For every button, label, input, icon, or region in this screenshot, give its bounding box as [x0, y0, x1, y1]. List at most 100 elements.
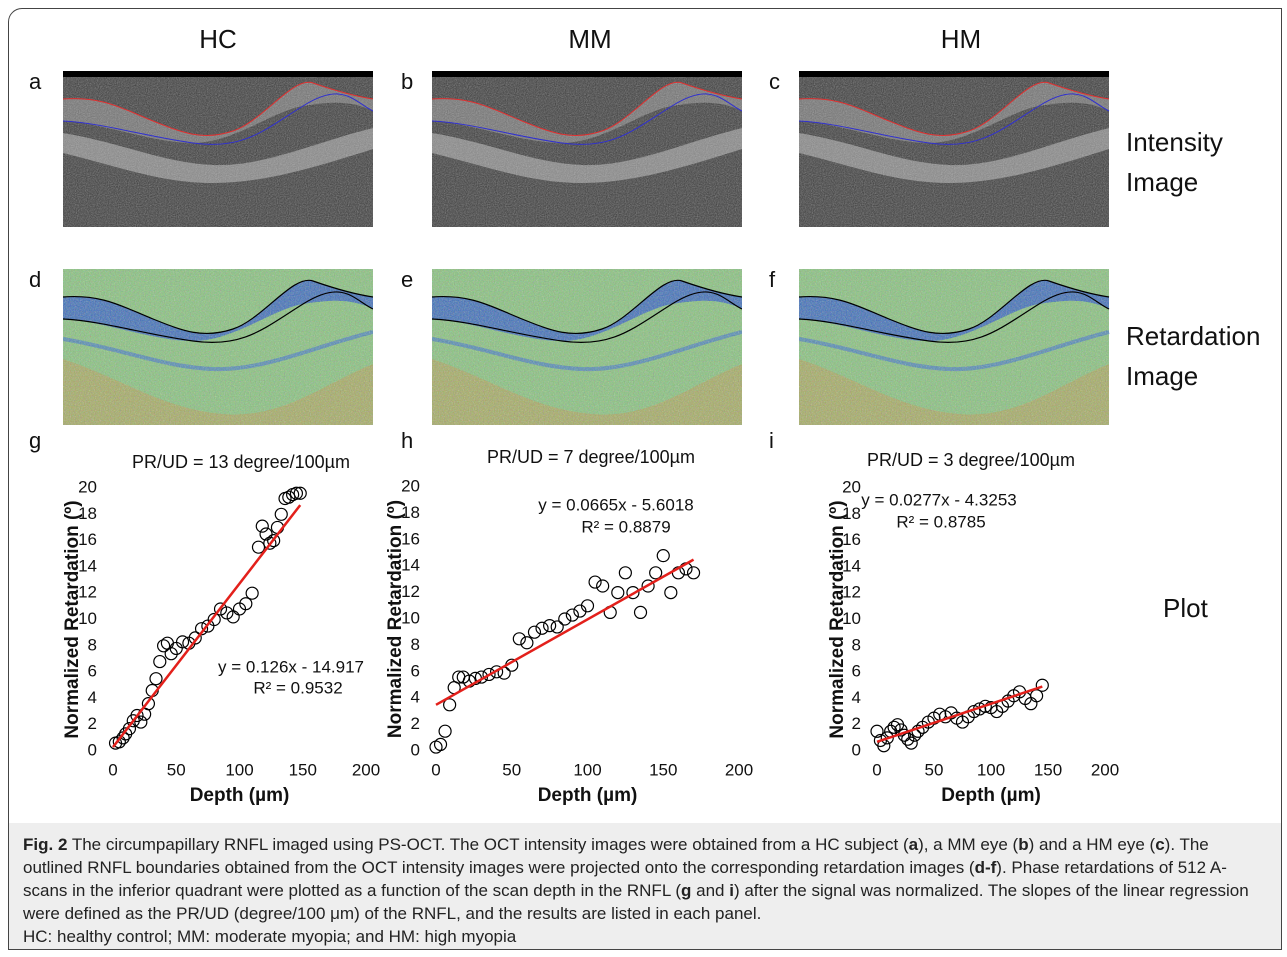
y-tick-label: 6 [88, 662, 97, 681]
regression-line [876, 685, 1043, 743]
x-tick-label: 150 [1034, 760, 1062, 779]
y-tick-label: 8 [411, 635, 420, 654]
x-tick-label: 200 [352, 760, 380, 779]
data-point [870, 724, 884, 738]
regression-line [112, 504, 302, 748]
annotation: y = 0.0665x - 5.6018 [538, 495, 693, 514]
data-point [433, 737, 448, 752]
x-tick-label: 0 [872, 760, 881, 779]
x-tick-label: 50 [925, 760, 944, 779]
y-tick-label: 20 [842, 477, 861, 496]
data-point [289, 486, 304, 500]
data-point [141, 697, 156, 711]
data-point [664, 585, 678, 600]
data-point [490, 665, 504, 679]
x-tick-label: 50 [167, 760, 186, 779]
data-point [611, 585, 625, 600]
y-tick-label: 8 [88, 635, 97, 654]
y-tick-label: 4 [88, 688, 97, 707]
data-point [443, 698, 457, 712]
panel-letter: h [401, 428, 413, 453]
caption-text: ). Phase retardations of 512 A-scans in … [23, 858, 1227, 900]
y-tick-label: 2 [411, 714, 420, 733]
data-point [239, 597, 253, 611]
row-label: Image [1126, 167, 1198, 197]
caption: Fig. 2 The circumpapillary RNFL imaged u… [9, 823, 1281, 949]
column-header: HC [199, 24, 237, 54]
data-point [978, 699, 992, 713]
data-point [153, 654, 167, 669]
data-point [520, 636, 534, 650]
panel-letter: c [769, 69, 780, 94]
data-point [130, 708, 144, 723]
y-tick-label: 2 [852, 714, 861, 733]
data-point [626, 585, 640, 600]
x-tick-label: 50 [502, 760, 521, 779]
y-tick-label: 0 [852, 740, 861, 759]
y-tick-label: 6 [411, 661, 420, 680]
y-tick-label: 12 [401, 582, 420, 601]
data-point [226, 610, 240, 624]
data-point [880, 731, 894, 745]
figure-frame: HC MM HM a b c d e f g h i Intensity Ima… [8, 8, 1282, 950]
panel-letter: d [29, 267, 41, 292]
x-tick-label: 100 [977, 760, 1005, 779]
data-point [438, 724, 452, 738]
y-tick-label: 10 [842, 609, 861, 628]
y-tick-label: 16 [401, 529, 420, 548]
caption-text: HC: healthy control; MM: moderate myopia… [23, 927, 517, 946]
data-point [565, 608, 579, 622]
retardation-image [799, 269, 1109, 425]
annotation: R² = 0.9532 [253, 678, 342, 697]
caption-text: The circumpapillary RNFL imaged using PS… [67, 835, 909, 854]
x-tick-label: 100 [225, 760, 253, 779]
annotation: y = 0.126x - 14.917 [218, 657, 364, 676]
x-tick-label: 150 [649, 760, 677, 779]
caption-text: a [908, 835, 919, 854]
data-point [245, 586, 259, 600]
data-point [213, 602, 228, 616]
data-point [543, 618, 557, 633]
data-point [157, 639, 171, 653]
data-point [169, 641, 183, 656]
caption-text: ). The outlined RNFL boundaries obtained… [23, 835, 1209, 877]
data-point [558, 612, 572, 626]
data-point [633, 605, 648, 620]
y-tick-label: 14 [78, 556, 97, 575]
y-tick-label: 16 [842, 530, 861, 549]
y-axis-title: Normalized Retardation (º) [385, 500, 406, 738]
row-label: Retardation [1126, 321, 1260, 351]
y-tick-label: 4 [852, 688, 861, 707]
regression-line [435, 558, 695, 706]
intensity-image [799, 71, 1109, 227]
data-point [194, 622, 209, 636]
x-axis-title: Depth (µm) [941, 785, 1041, 806]
y-tick-label: 10 [78, 609, 97, 628]
caption-text: ) and a HM eye ( [1028, 835, 1156, 854]
y-tick-label: 18 [842, 504, 861, 523]
panel-letter: i [769, 428, 774, 453]
data-point [207, 612, 221, 627]
data-point [596, 579, 610, 593]
data-point [164, 647, 178, 661]
data-point [220, 606, 234, 620]
annotation: R² = 0.8879 [581, 517, 670, 536]
annotation: y = 0.0277x - 4.3253 [861, 490, 1016, 509]
column-header: HM [941, 24, 981, 54]
y-tick-label: 10 [401, 608, 420, 627]
x-tick-label: 100 [573, 760, 601, 779]
y-tick-label: 20 [401, 476, 420, 495]
x-axis-title: Depth (µm) [190, 785, 290, 806]
x-tick-label: 200 [725, 760, 753, 779]
caption-text: ) after the signal was normalized. The s… [23, 881, 1249, 923]
data-point [482, 667, 496, 682]
data-point [188, 631, 202, 645]
caption-text: and [691, 881, 730, 900]
data-point [251, 540, 266, 554]
data-point [686, 566, 701, 580]
retardation-image [63, 269, 373, 425]
data-point [550, 620, 564, 634]
data-point [267, 533, 281, 548]
data-point [122, 722, 137, 736]
retardation-image [432, 269, 742, 425]
